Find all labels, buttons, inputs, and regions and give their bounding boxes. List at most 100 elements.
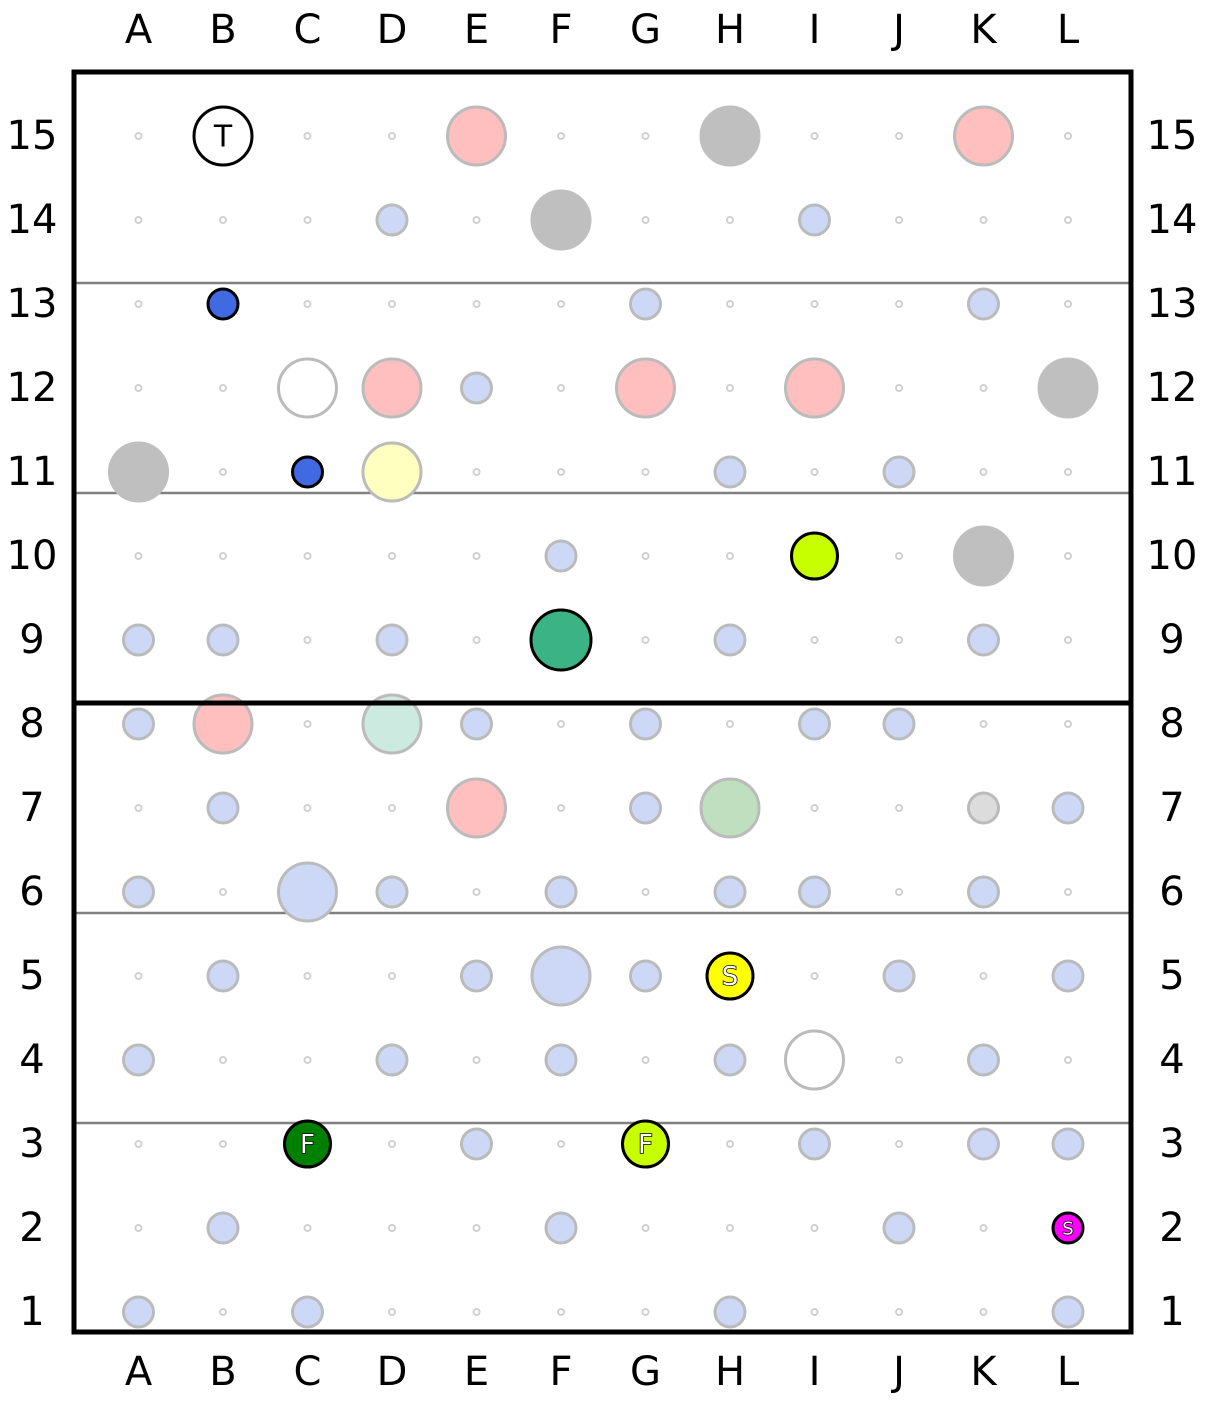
cell-b9[interactable] <box>206 623 240 657</box>
piece-h5[interactable]: S <box>705 951 755 1001</box>
piece-b13[interactable] <box>206 287 240 321</box>
cell-c4[interactable] <box>303 1056 312 1064</box>
cell-h14[interactable] <box>726 216 734 224</box>
cell-l12[interactable] <box>1037 357 1099 419</box>
cell-h2[interactable] <box>726 1224 734 1232</box>
piece-token[interactable] <box>705 951 755 1001</box>
cell-a10[interactable] <box>134 552 143 560</box>
cell-f1[interactable] <box>557 1308 565 1316</box>
cell-a1[interactable] <box>122 1295 155 1329</box>
cell-i11[interactable] <box>810 468 819 476</box>
cell-b2[interactable] <box>206 1211 240 1245</box>
cell-k7[interactable] <box>967 791 1000 825</box>
cell-d10[interactable] <box>388 552 396 560</box>
cell-l5[interactable] <box>1051 959 1085 993</box>
cell-a4[interactable] <box>122 1043 155 1077</box>
cell-i7[interactable] <box>810 804 819 812</box>
cell-a11[interactable] <box>108 441 169 503</box>
cell-l10[interactable] <box>1064 552 1072 560</box>
cell-d6[interactable] <box>375 875 409 909</box>
cell-h6[interactable] <box>713 875 747 909</box>
cell-j14[interactable] <box>895 216 903 224</box>
cell-j3[interactable] <box>895 1140 903 1148</box>
cell-a6[interactable] <box>122 875 155 909</box>
cell-i9[interactable] <box>810 636 819 644</box>
cell-j6[interactable] <box>895 888 903 896</box>
cell-i14[interactable] <box>798 203 831 237</box>
cell-d15[interactable] <box>388 132 396 140</box>
piece-i10[interactable] <box>790 531 839 581</box>
cell-e8[interactable] <box>460 707 493 741</box>
cell-j7[interactable] <box>895 804 903 812</box>
cell-d2[interactable] <box>388 1224 396 1232</box>
cell-c7[interactable] <box>303 804 312 812</box>
cell-i13[interactable] <box>810 300 819 308</box>
cell-d13[interactable] <box>388 300 396 308</box>
cell-j10[interactable] <box>895 552 903 560</box>
cell-j15[interactable] <box>895 132 903 140</box>
cell-h13[interactable] <box>726 300 734 308</box>
cell-i5[interactable] <box>810 972 819 980</box>
cell-h12[interactable] <box>726 384 734 392</box>
cell-g13[interactable] <box>629 287 662 321</box>
piece-token[interactable] <box>621 1119 670 1169</box>
cell-f12[interactable] <box>557 384 565 392</box>
cell-k9[interactable] <box>967 623 1000 657</box>
cell-e4[interactable] <box>472 1056 481 1064</box>
cell-e10[interactable] <box>472 552 481 560</box>
cell-e9[interactable] <box>472 636 481 644</box>
cell-b14[interactable] <box>219 216 227 224</box>
cell-h10[interactable] <box>726 552 734 560</box>
board-pieces[interactable]: T S F F S <box>192 105 1085 1245</box>
cell-h15[interactable] <box>699 105 761 167</box>
cell-k6[interactable] <box>967 875 1000 909</box>
piece-c3[interactable]: F <box>283 1119 332 1169</box>
cell-f5[interactable] <box>530 945 592 1007</box>
cell-j9[interactable] <box>895 636 903 644</box>
cell-e12[interactable] <box>460 371 493 405</box>
cell-h1[interactable] <box>713 1295 747 1329</box>
cell-g10[interactable] <box>641 552 650 560</box>
cell-k3[interactable] <box>967 1127 1000 1161</box>
cell-l14[interactable] <box>1064 216 1072 224</box>
piece-c11[interactable] <box>291 455 324 489</box>
piece-token[interactable] <box>1051 1211 1085 1245</box>
cell-k12[interactable] <box>979 384 988 392</box>
cell-f7[interactable] <box>557 804 565 812</box>
cell-k10[interactable] <box>953 525 1014 587</box>
cell-b11[interactable] <box>219 468 227 476</box>
cell-g5[interactable] <box>629 959 662 993</box>
cell-l1[interactable] <box>1051 1295 1085 1329</box>
cell-f15[interactable] <box>557 132 565 140</box>
piece-l2[interactable]: S <box>1051 1211 1085 1245</box>
cell-e1[interactable] <box>472 1308 481 1316</box>
cell-i15[interactable] <box>810 132 819 140</box>
cell-l11[interactable] <box>1064 468 1072 476</box>
cell-c12[interactable] <box>277 357 338 419</box>
cell-k11[interactable] <box>979 468 988 476</box>
cell-c10[interactable] <box>303 552 312 560</box>
cell-g11[interactable] <box>641 468 650 476</box>
cell-j13[interactable] <box>895 300 903 308</box>
cell-l4[interactable] <box>1064 1056 1072 1064</box>
piece-b15[interactable]: T <box>192 105 254 167</box>
cell-c15[interactable] <box>303 132 312 140</box>
cell-b7[interactable] <box>206 791 240 825</box>
cell-e15[interactable] <box>446 105 507 167</box>
cell-b8[interactable] <box>192 693 254 755</box>
cell-h4[interactable] <box>713 1043 747 1077</box>
cell-a8[interactable] <box>122 707 155 741</box>
cell-k15[interactable] <box>953 105 1014 167</box>
cell-d5[interactable] <box>388 972 396 980</box>
cell-f14[interactable] <box>530 189 592 251</box>
cell-k1[interactable] <box>979 1308 988 1316</box>
cell-e14[interactable] <box>472 216 481 224</box>
cell-c14[interactable] <box>303 216 312 224</box>
cell-l15[interactable] <box>1064 132 1072 140</box>
cell-g12[interactable] <box>615 357 676 419</box>
piece-token[interactable] <box>206 287 240 321</box>
cell-d12[interactable] <box>361 357 423 419</box>
cell-g14[interactable] <box>641 216 650 224</box>
cell-a5[interactable] <box>134 972 143 980</box>
